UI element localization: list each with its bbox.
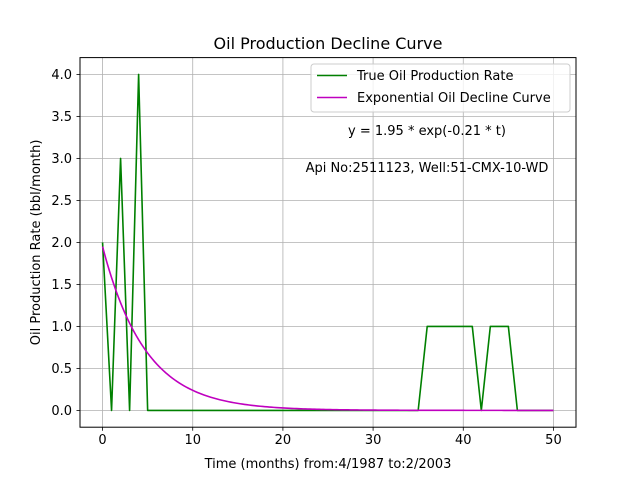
legend-label-exp: Exponential Oil Decline Curve: [357, 91, 551, 106]
y-tick-label: 0.5: [51, 362, 72, 377]
legend-label-true: True Oil Production Rate: [356, 69, 513, 84]
legend: True Oil Production Rate Exponential Oil…: [310, 63, 571, 113]
series-exponential-decline-line: [101, 246, 554, 412]
equation-annotation: y = 1.95 * exp(-0.21 * t): [348, 124, 506, 139]
y-tick-label: 3.5: [51, 110, 72, 125]
legend-box: [310, 63, 571, 113]
x-tick-label: 0: [98, 433, 106, 448]
ticks: 0 10 20 30 40 50 0.0 0.5 1.0 1.5 2.0 2.5 3.0 3.5 4.0: [51, 68, 561, 448]
y-tick-label: 1.0: [51, 320, 72, 335]
y-tick-label: 3.0: [51, 152, 72, 167]
x-tick-label: 20: [275, 433, 292, 448]
x-tick-label: 40: [455, 433, 472, 448]
well-annotation: Api No:2511123, Well:51-CMX-10-WD: [306, 161, 549, 176]
x-tick-label: 30: [365, 433, 382, 448]
x-tick-label: 50: [545, 433, 562, 448]
y-tick-label: 2.0: [51, 236, 72, 251]
series-true-production-line: [101, 73, 554, 412]
y-tick-label: 0.0: [51, 404, 72, 419]
x-tick-label: 10: [184, 433, 201, 448]
series-layer: [101, 73, 554, 412]
y-tick-label: 4.0: [51, 68, 72, 83]
y-tick-label: 1.5: [51, 278, 72, 293]
chart-title: Oil Production Decline Curve: [214, 34, 443, 53]
x-axis-label: Time (months) from:4/1987 to:2/2003: [204, 457, 452, 472]
y-axis-label: Oil Production Rate (bbl/month): [29, 140, 44, 346]
y-tick-label: 2.5: [51, 194, 72, 209]
